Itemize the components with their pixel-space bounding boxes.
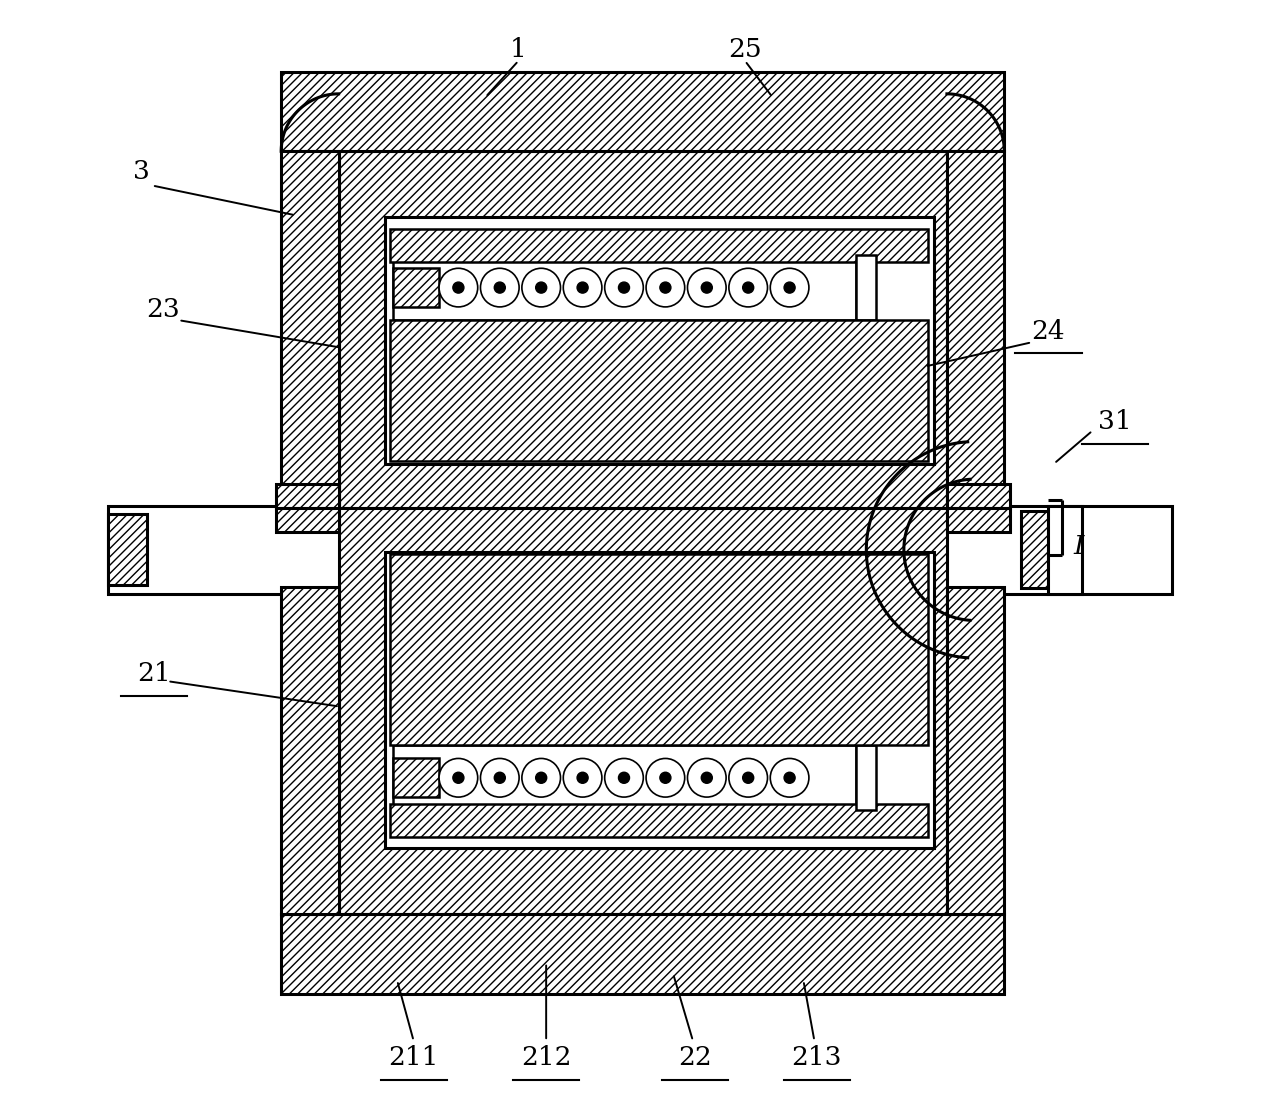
Circle shape [618,773,630,784]
Circle shape [785,282,795,293]
Circle shape [660,282,671,293]
Bar [390,554,928,745]
Circle shape [618,282,630,293]
Bar [393,255,856,320]
Circle shape [494,773,506,784]
Circle shape [660,773,671,784]
Bar [282,914,1005,994]
Circle shape [480,758,520,797]
Circle shape [687,268,726,307]
Bar [390,229,928,262]
Circle shape [771,268,809,307]
Circle shape [522,758,561,797]
Circle shape [728,758,768,797]
Bar [282,72,1005,151]
Circle shape [480,268,520,307]
Circle shape [687,758,726,797]
Text: 23: 23 [146,297,180,321]
Circle shape [604,758,644,797]
Bar [1048,506,1082,594]
Bar [282,151,339,508]
Circle shape [439,758,477,797]
Bar [339,151,947,508]
Bar [385,217,933,464]
Bar [947,508,1010,532]
Circle shape [439,268,477,307]
Bar [385,552,933,848]
Bar [856,255,876,320]
Bar [390,320,928,461]
Circle shape [728,268,768,307]
Circle shape [771,758,809,797]
Bar [856,745,876,810]
Text: 21: 21 [137,661,172,686]
Bar [339,508,947,914]
Circle shape [494,282,506,293]
Text: 31: 31 [1098,410,1132,434]
Bar [108,506,1172,594]
Bar [108,514,146,585]
Bar [393,758,439,797]
Text: 1: 1 [511,38,527,62]
Circle shape [577,282,588,293]
Circle shape [701,282,712,293]
Text: 25: 25 [728,38,762,62]
Circle shape [701,773,712,784]
Text: 24: 24 [1032,319,1065,343]
Circle shape [577,773,588,784]
Circle shape [742,773,754,784]
Text: 3: 3 [133,159,150,183]
Circle shape [646,268,685,307]
Text: I: I [1074,534,1084,559]
Bar [1021,511,1048,588]
Text: 212: 212 [521,1045,571,1070]
Bar [275,508,339,532]
Circle shape [646,758,685,797]
Circle shape [535,773,547,784]
Bar [947,151,1005,508]
Bar [393,745,856,810]
Circle shape [522,268,561,307]
Circle shape [785,773,795,784]
Circle shape [742,282,754,293]
Bar [393,268,439,307]
Bar [390,804,928,837]
Text: 22: 22 [678,1045,712,1070]
Circle shape [453,282,463,293]
Bar [947,484,1010,508]
Circle shape [563,268,602,307]
Bar [282,587,339,914]
Circle shape [604,268,644,307]
Bar [275,484,339,508]
Text: 213: 213 [791,1045,842,1070]
Text: 211: 211 [389,1045,439,1070]
Bar [947,587,1005,914]
Circle shape [563,758,602,797]
Circle shape [535,282,547,293]
Circle shape [453,773,463,784]
